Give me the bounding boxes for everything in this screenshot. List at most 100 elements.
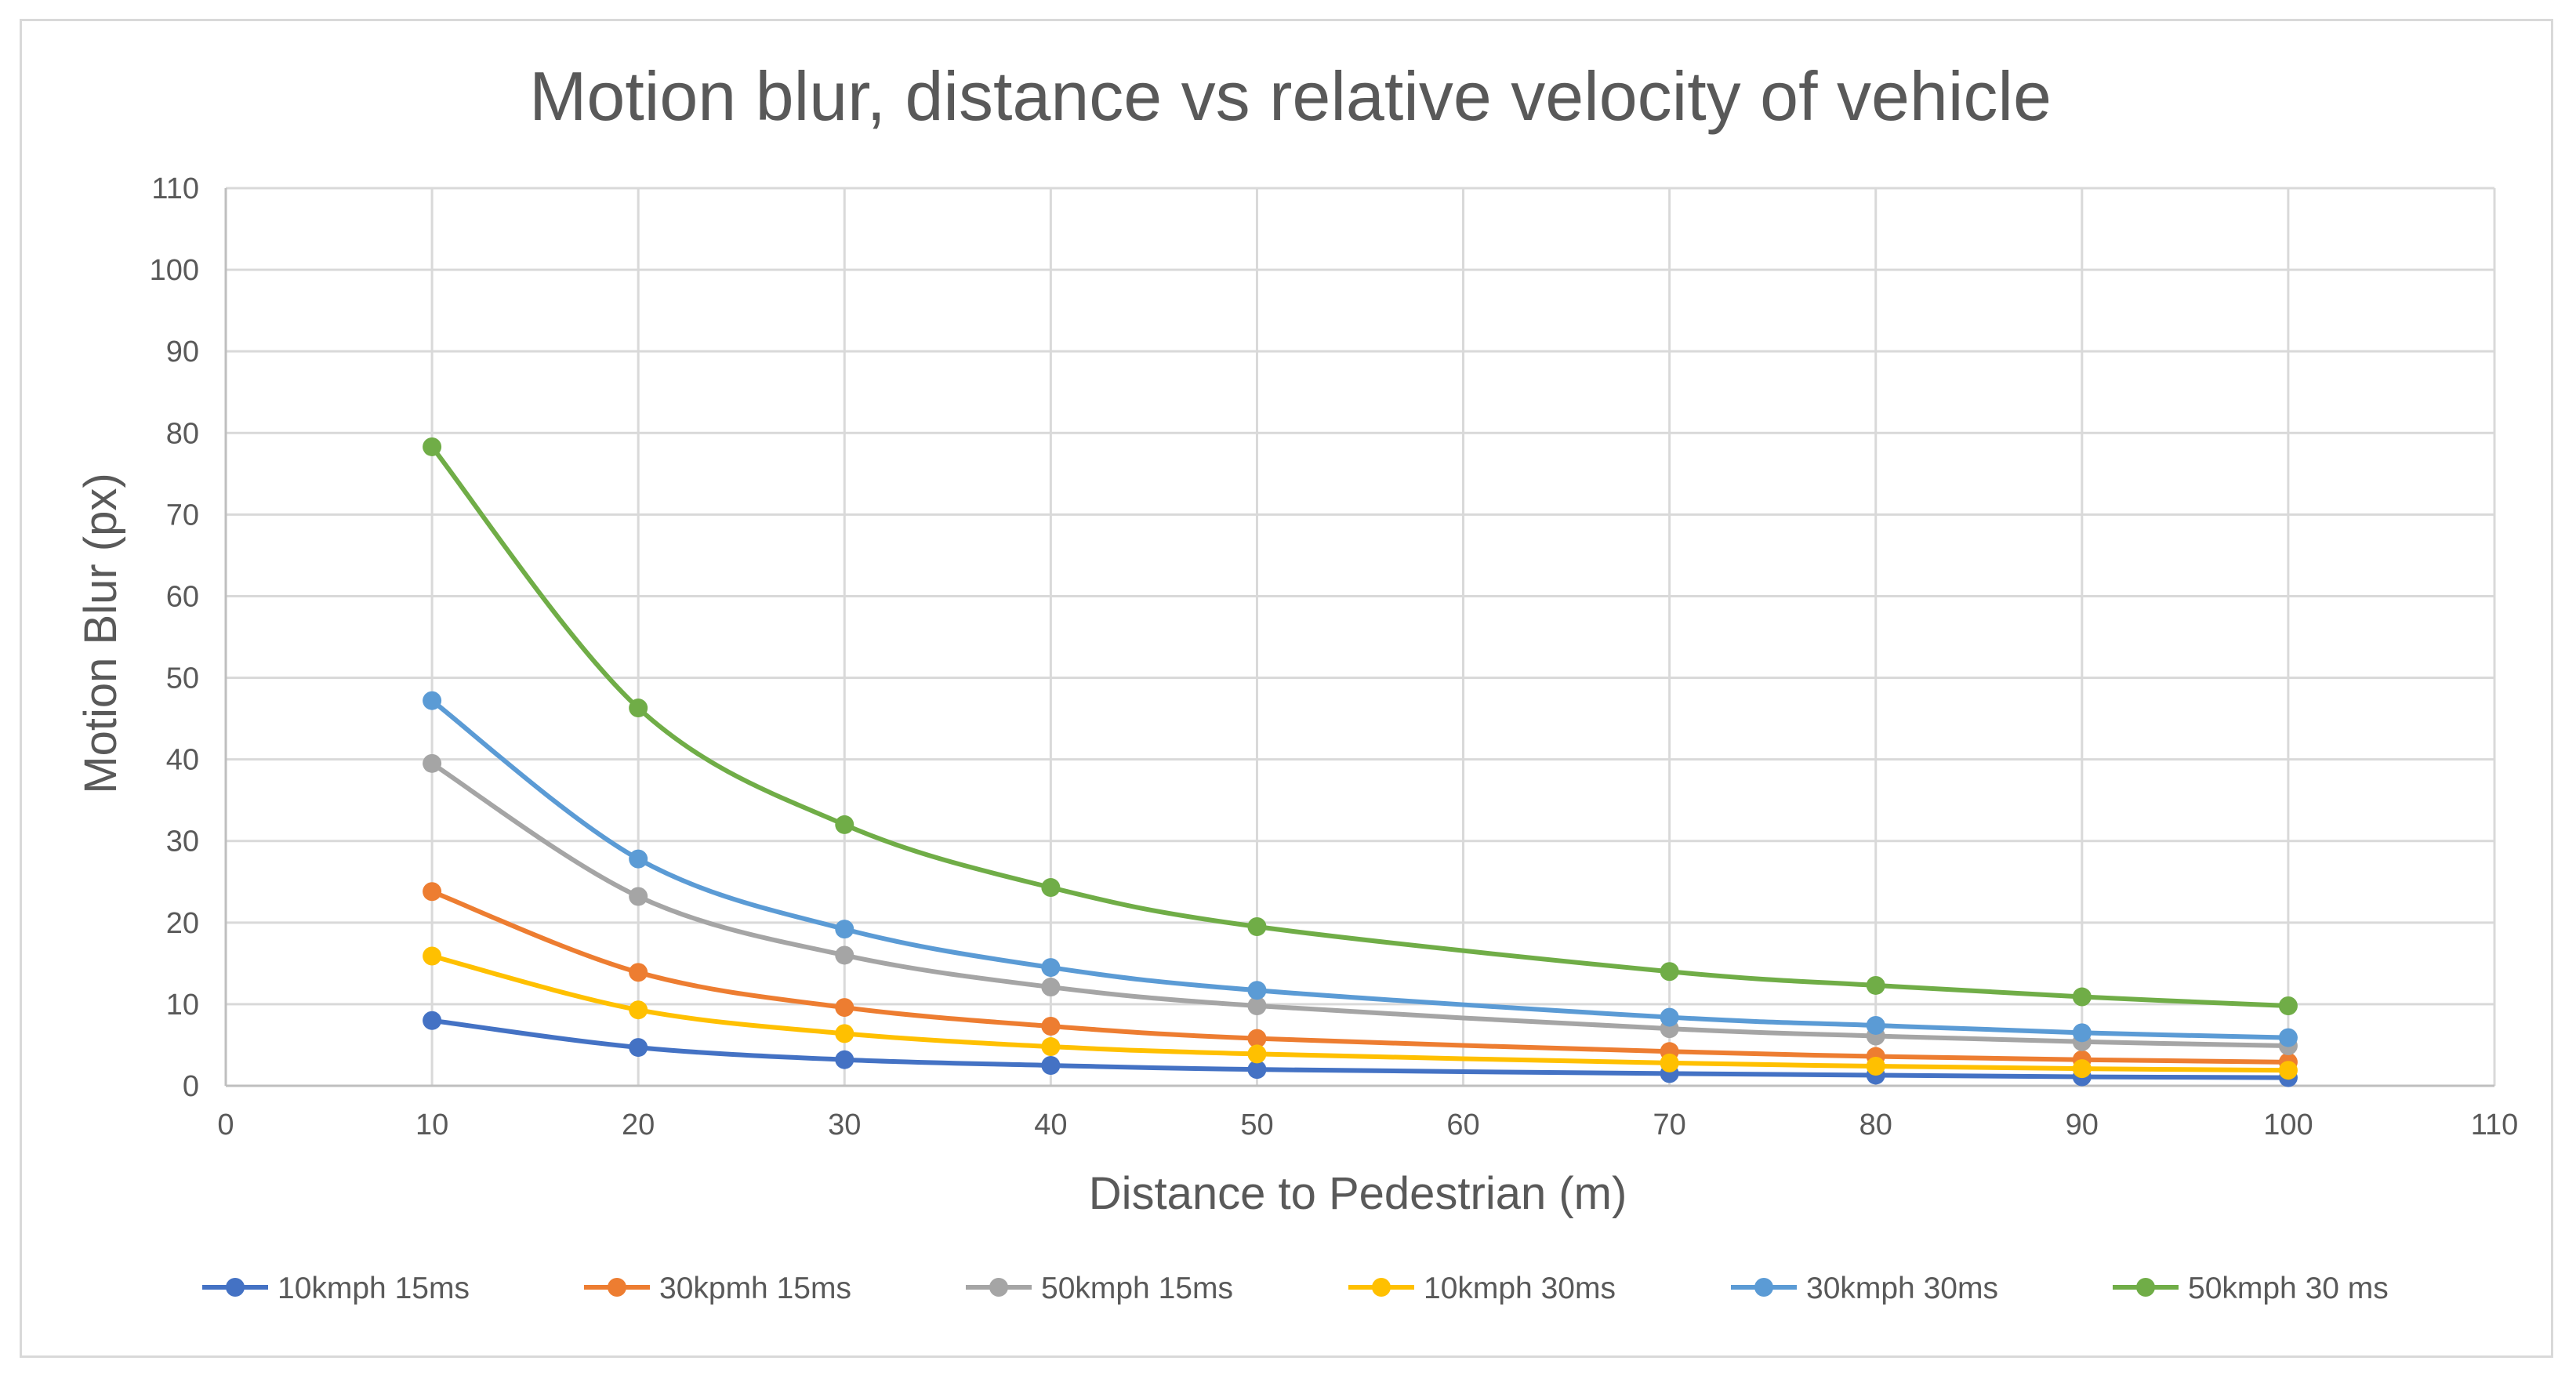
series-line <box>430 1018 2291 1080</box>
data-point <box>1247 996 1267 1015</box>
x-tick-label: 60 <box>1446 1109 1479 1141</box>
y-tick-label: 20 <box>166 907 199 940</box>
legend-marker <box>1754 1278 1773 1297</box>
y-tick-label: 10 <box>166 989 199 1022</box>
data-point <box>1041 1017 1061 1036</box>
x-tick-label: 70 <box>1653 1109 1685 1141</box>
x-tick-label: 80 <box>1859 1109 1892 1141</box>
data-point <box>423 1011 442 1030</box>
y-tick-label: 100 <box>150 254 199 287</box>
series-6 <box>423 437 2298 1015</box>
legend-item: 30kpmh 15ms <box>584 1272 851 1305</box>
series-line <box>430 760 2291 1048</box>
legend-label: 10kmph 30ms <box>1424 1272 1616 1305</box>
legend-label: 50kmph 15ms <box>1041 1272 1233 1305</box>
series-line <box>430 698 2291 1040</box>
series-2 <box>423 882 2298 1072</box>
y-tick-label: 90 <box>166 336 199 368</box>
legend-marker <box>1372 1278 1391 1297</box>
y-axis-title: Motion Blur (px) <box>75 473 126 793</box>
data-point <box>423 946 442 966</box>
series-4 <box>423 946 2298 1080</box>
y-tick-label: 110 <box>151 172 199 205</box>
data-point <box>1660 962 1679 982</box>
data-point <box>1866 1057 1885 1076</box>
data-point <box>2072 1059 2092 1079</box>
legend: 10kmph 15ms 30kpmh 15ms 50kmph 15ms 10kmph … <box>202 1272 2389 1305</box>
y-tick-label: 80 <box>166 417 199 450</box>
data-point <box>2278 1061 2298 1080</box>
x-tick-label: 90 <box>2066 1109 2099 1141</box>
data-point <box>629 887 648 906</box>
data-point <box>835 920 854 939</box>
data-point <box>835 998 854 1018</box>
x-tick-label: 40 <box>1034 1109 1067 1141</box>
y-tick-label: 40 <box>166 744 199 777</box>
series-line <box>430 889 2291 1065</box>
y-tick-label: 30 <box>166 826 199 858</box>
legend-item: 10kmph 30ms <box>1348 1272 1616 1305</box>
data-point <box>1041 878 1061 898</box>
data-point <box>629 699 648 718</box>
y-tick-label: 0 <box>183 1070 199 1103</box>
series-layer <box>423 437 2298 1087</box>
data-point <box>423 882 442 902</box>
data-point <box>1247 981 1267 1000</box>
legend-marker <box>989 1278 1008 1297</box>
x-tick-label: 20 <box>622 1109 655 1141</box>
series-3 <box>423 753 2298 1055</box>
y-tick-label: 70 <box>166 499 199 532</box>
data-point <box>835 945 854 965</box>
y-tick-label: 50 <box>166 662 199 695</box>
legend-item: 50kmph 15ms <box>966 1272 1233 1305</box>
data-point <box>1660 1053 1679 1072</box>
data-point <box>629 1000 648 1020</box>
data-point <box>1041 1055 1061 1075</box>
legend-item: 30kmph 30ms <box>1731 1272 1998 1305</box>
series-1 <box>423 1011 2298 1087</box>
legend-marker <box>608 1278 626 1297</box>
x-tick-label: 10 <box>415 1109 448 1141</box>
legend-marker <box>2136 1278 2155 1297</box>
data-point <box>1247 1060 1267 1080</box>
data-point <box>835 1024 854 1043</box>
data-point <box>1247 1029 1267 1048</box>
y-tick-label: 60 <box>166 580 199 613</box>
gridlines <box>226 187 2496 1086</box>
data-point <box>1866 1015 1885 1035</box>
legend-label: 30kpmh 15ms <box>659 1272 851 1305</box>
data-point <box>1247 1044 1267 1064</box>
data-point <box>423 753 442 773</box>
series-5 <box>423 691 2298 1047</box>
legend-item: 10kmph 15ms <box>202 1272 470 1305</box>
data-point <box>1041 1037 1061 1057</box>
x-tick-label: 50 <box>1240 1109 1273 1141</box>
data-point <box>835 815 854 834</box>
legend-marker <box>226 1278 245 1297</box>
data-point <box>1041 978 1061 997</box>
data-point <box>629 963 648 982</box>
data-point <box>1247 917 1267 937</box>
x-tick-label: 0 <box>217 1109 234 1141</box>
x-tick-label: 110 <box>2471 1109 2519 1141</box>
series-line <box>430 953 2291 1073</box>
data-point <box>629 849 648 869</box>
legend-item: 50kmph 30 ms <box>2113 1272 2389 1305</box>
legend-label: 50kmph 30 ms <box>2188 1272 2389 1305</box>
legend-label: 10kmph 15ms <box>278 1272 470 1305</box>
axes <box>224 188 2494 1087</box>
data-point <box>1866 975 1885 995</box>
x-axis-title: Distance to Pedestrian (m) <box>1089 1168 1627 1219</box>
data-point <box>2072 987 2092 1007</box>
chart-title: Motion blur, distance vs relative veloci… <box>529 57 2052 135</box>
x-tick-label: 100 <box>2263 1109 2313 1141</box>
legend-label: 30kmph 30ms <box>1806 1272 1998 1305</box>
x-tick-label: 30 <box>828 1109 861 1141</box>
data-point <box>2278 1028 2298 1047</box>
data-point <box>423 437 442 456</box>
data-point <box>835 1050 854 1069</box>
data-point <box>629 1038 648 1058</box>
data-point <box>1660 1007 1679 1027</box>
chart-frame <box>20 19 2553 1358</box>
